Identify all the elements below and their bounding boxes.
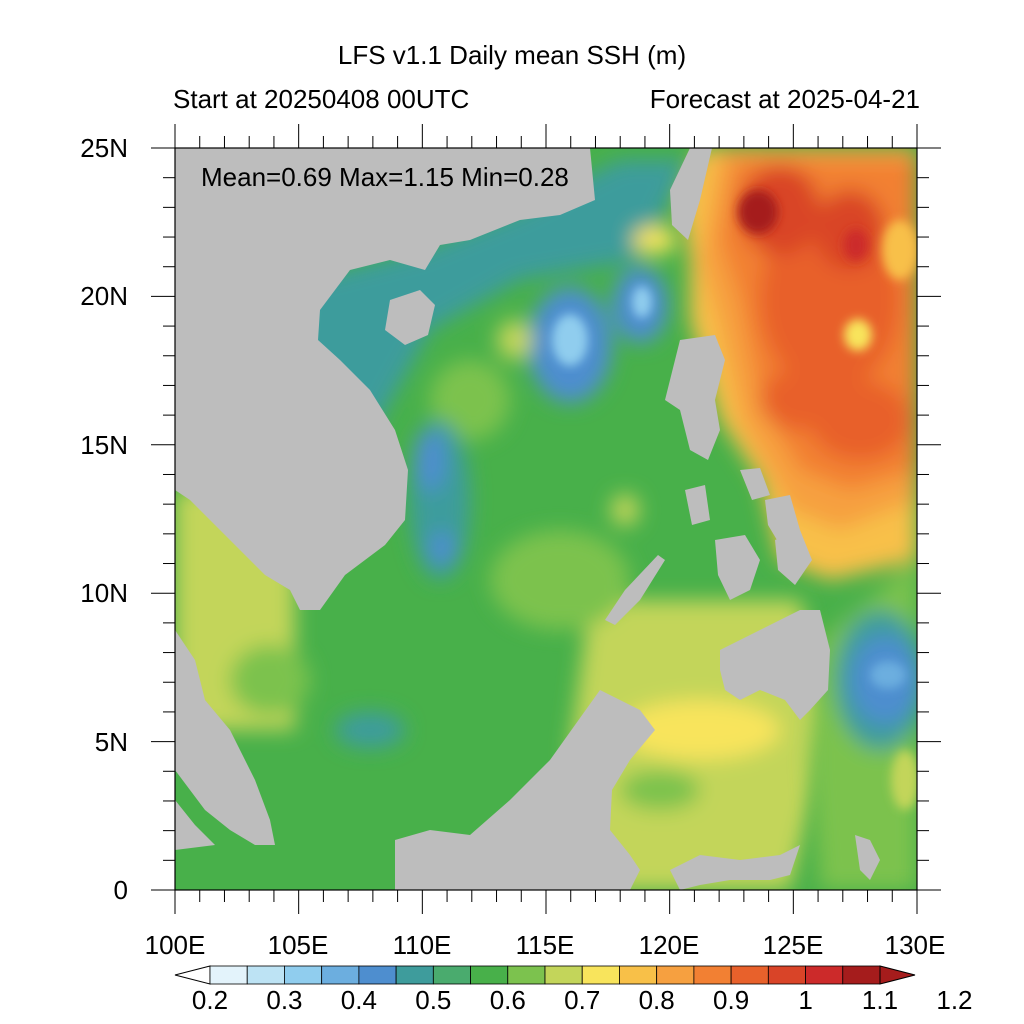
land-indochina xyxy=(175,148,595,610)
lon-label-130e: 130E xyxy=(884,930,946,960)
colorbar-label: 0.9 xyxy=(713,985,750,1015)
land-malay-peninsula xyxy=(175,630,275,845)
colorbar-label: 0.5 xyxy=(415,985,452,1015)
lon-label-105e: 105E xyxy=(267,930,329,960)
land-hainan xyxy=(385,290,435,345)
lat-label-25n: 25N xyxy=(80,133,128,163)
lon-label-115e: 115E xyxy=(515,930,575,960)
land xyxy=(175,148,880,890)
colorbar-label: 0.4 xyxy=(340,985,377,1015)
land-visayas xyxy=(685,485,710,525)
land-sumatra xyxy=(175,800,215,850)
colorbar-label: 0.8 xyxy=(638,985,675,1015)
colorbar-label: 0.2 xyxy=(191,985,229,1015)
map-title: LFS v1.1 Daily mean SSH (m) xyxy=(337,40,687,70)
lon-label-120e: 120E xyxy=(638,930,700,960)
forecast-time-label: Forecast at 2025-04-21 xyxy=(649,84,920,114)
lat-label-15n: 15N xyxy=(80,430,128,460)
stats-label: Mean=0.69 Max=1.15 Min=0.28 xyxy=(201,162,569,192)
land-sulawesi xyxy=(670,845,800,890)
colorbar-label: 0.3 xyxy=(266,985,303,1015)
lat-label-10n: 10N xyxy=(80,578,128,608)
colorbar-label: 1.1 xyxy=(861,985,899,1015)
lon-label-125e: 125E xyxy=(762,930,824,960)
ssh-field xyxy=(175,148,917,890)
lon-label-100e: 100E xyxy=(144,930,206,960)
land-borneo xyxy=(395,690,655,890)
colorbar-label: 0.7 xyxy=(564,985,601,1015)
colorbar-label: 1 xyxy=(798,985,813,1015)
colorbar-label: 1.2 xyxy=(936,985,973,1015)
start-time-label: Start at 20250408 00UTC xyxy=(173,84,470,114)
land-palawan xyxy=(605,555,665,625)
colorbar-label: 0.6 xyxy=(489,985,526,1015)
lat-label-0: 0 xyxy=(113,875,128,905)
lat-label-20n: 20N xyxy=(80,281,128,311)
land-mindanao xyxy=(720,610,830,720)
lon-label-110e: 110E xyxy=(392,930,452,960)
land-luzon xyxy=(665,335,725,460)
land-taiwan xyxy=(670,148,712,240)
lat-label-5n: 5N xyxy=(94,727,128,757)
land-halmahera xyxy=(855,835,880,880)
axis-ticks xyxy=(151,124,941,914)
